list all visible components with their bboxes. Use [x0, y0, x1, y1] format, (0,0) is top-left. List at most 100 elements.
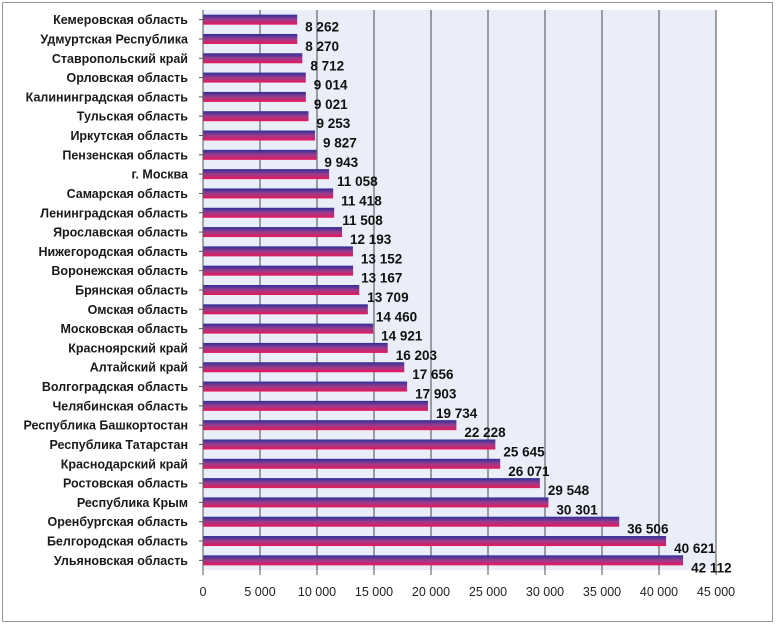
bar [203, 33, 298, 44]
value-label: 40 621 [674, 541, 716, 556]
category-label: Волгоградская область [42, 380, 188, 394]
category-label: Удмуртская Республика [40, 32, 189, 46]
bar [203, 111, 309, 122]
value-label: 16 203 [396, 348, 438, 363]
category-label: Белгородская область [47, 535, 188, 549]
x-axis-tick-labels: 0 5 000 10 000 15 000 20 000 25 000 30 000 35 0… [200, 585, 736, 599]
category-label: Оренбургская область [47, 515, 188, 529]
value-label: 9 021 [314, 97, 348, 112]
bar [203, 53, 303, 64]
value-label: 17 903 [415, 387, 457, 402]
bar [203, 381, 408, 392]
gridlines [199, 10, 717, 575]
category-label: Республика Башкортостан [23, 419, 188, 433]
value-label: 9 827 [323, 136, 357, 151]
value-label: 8 712 [310, 58, 344, 73]
category-label: Республика Татарстан [49, 438, 188, 452]
bar [203, 362, 405, 373]
category-label: Ульяновская область [54, 554, 188, 568]
bar [203, 439, 496, 450]
value-label: 11 418 [341, 193, 382, 208]
bar [203, 536, 667, 547]
category-label: Тульская область [77, 110, 189, 124]
category-label: Кемеровская область [53, 13, 188, 27]
bar [203, 323, 374, 334]
bar [203, 72, 306, 83]
value-label: 13 152 [361, 251, 402, 266]
category-label: Иркутская область [70, 129, 188, 143]
value-label: 29 548 [548, 483, 590, 498]
x-tick-label: 20 000 [412, 585, 450, 599]
value-label: 26 071 [508, 464, 550, 479]
category-label: Московская область [60, 322, 188, 336]
bar [203, 478, 540, 489]
category-label: Республика Крым [77, 496, 188, 510]
category-labels: Кемеровская область Удмуртская Республика… [23, 13, 189, 568]
value-labels: 8 262 8 270 8 712 9 014 9 021 9 253 9 827 9 943… [305, 20, 731, 576]
value-label: 17 656 [412, 367, 454, 382]
category-label: Калининградская область [26, 90, 189, 104]
bar [203, 246, 353, 257]
x-tick-label: 45 000 [697, 585, 735, 599]
value-label: 19 734 [436, 406, 478, 421]
value-label: 14 921 [381, 329, 423, 344]
bar [203, 149, 317, 160]
value-label: 8 262 [305, 20, 339, 35]
bar [203, 420, 457, 431]
category-label: Омская область [88, 303, 189, 317]
category-label: Брянская область [75, 284, 188, 298]
category-label: Пензенская область [62, 148, 188, 162]
value-label: 11 508 [342, 213, 383, 228]
category-label: Челябинская область [52, 399, 188, 413]
x-tick-label: 40 000 [640, 585, 678, 599]
value-label: 9 943 [324, 155, 358, 170]
bar [203, 188, 334, 199]
value-label: 13 709 [367, 290, 408, 305]
value-label: 25 645 [503, 444, 545, 459]
bar [203, 14, 298, 25]
x-tick-label: 0 [200, 585, 207, 599]
category-label: Ставропольский край [52, 52, 188, 66]
bar [203, 169, 330, 180]
bar [203, 304, 368, 315]
x-tick-label: 25 000 [469, 585, 507, 599]
bar [203, 342, 388, 353]
category-label: Ленинградская область [40, 206, 188, 220]
bar [203, 400, 428, 411]
value-label: 11 058 [337, 174, 378, 189]
category-label: Ростовская область [63, 477, 188, 491]
x-tick-label: 10 000 [298, 585, 336, 599]
value-label: 42 112 [691, 560, 732, 575]
category-label: Краснодарский край [61, 457, 188, 471]
value-label: 9 014 [314, 78, 348, 93]
category-label: Самарская область [67, 187, 189, 201]
bar [203, 516, 620, 527]
category-label: Орловская область [67, 71, 189, 85]
bar [203, 458, 501, 469]
category-label: Ярославская область [53, 226, 188, 240]
bar [203, 497, 549, 508]
category-label: Воронежская область [51, 264, 188, 278]
x-tick-label: 15 000 [355, 585, 393, 599]
category-label: г. Москва [132, 168, 190, 182]
category-label: Красноярский край [68, 341, 188, 355]
x-tick-label: 30 000 [526, 585, 564, 599]
value-label: 14 460 [376, 309, 417, 324]
bar [203, 227, 343, 238]
bar [203, 91, 306, 102]
bars [203, 14, 684, 566]
value-label: 8 270 [305, 39, 339, 54]
bar [203, 285, 360, 295]
bar [203, 130, 316, 141]
bar [203, 207, 335, 218]
x-tick-label: 5 000 [244, 585, 275, 599]
category-label: Алтайский край [90, 361, 188, 375]
value-label: 9 253 [316, 116, 350, 131]
category-label: Нижегородская область [38, 245, 188, 259]
value-label: 30 301 [556, 502, 598, 517]
value-label: 22 228 [464, 425, 506, 440]
value-label: 12 193 [350, 232, 392, 247]
value-label: 36 506 [627, 522, 669, 537]
x-tick-label: 35 000 [583, 585, 621, 599]
